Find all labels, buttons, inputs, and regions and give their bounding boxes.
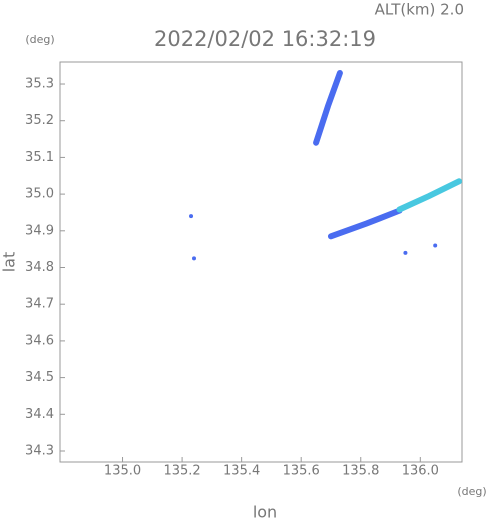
x-tick-label: 135.6 xyxy=(283,464,320,479)
echo-point xyxy=(189,214,194,219)
x-tick-label: 135.0 xyxy=(104,464,141,479)
echo-point xyxy=(433,243,438,248)
y-tick-label: 35.2 xyxy=(25,113,54,128)
x-unit: (deg) xyxy=(457,485,486,498)
x-tick-label: 135.4 xyxy=(223,464,260,479)
y-tick-label: 34.8 xyxy=(25,260,54,275)
altitude: ALT(km) 2.0 xyxy=(375,1,464,19)
chart-title: 2022/02/02 16:32:19 xyxy=(154,27,376,51)
y-tick-label: 35.1 xyxy=(25,150,54,165)
echo-streak xyxy=(396,178,463,213)
echo-point xyxy=(192,256,196,261)
x-tick-label: 135.2 xyxy=(163,464,200,479)
y-tick-label: 34.6 xyxy=(25,333,54,348)
x-tick-label: 136.0 xyxy=(402,464,439,479)
y-unit: (deg) xyxy=(25,33,54,46)
echo-streak xyxy=(313,70,343,146)
y-tick-label: 35.0 xyxy=(25,187,54,202)
x-axis-label: lon xyxy=(253,503,277,521)
echo-streak xyxy=(327,207,403,240)
y-tick-label: 34.3 xyxy=(25,443,54,458)
y-tick-label: 34.5 xyxy=(25,370,54,385)
echo-point xyxy=(403,250,408,255)
y-axis-label: lat xyxy=(0,252,19,273)
y-tick-label: 34.4 xyxy=(25,407,54,422)
y-tick-label: 34.7 xyxy=(25,297,54,312)
plot-area xyxy=(59,61,463,463)
y-tick-label: 34.9 xyxy=(25,223,54,238)
x-tick-label: 135.8 xyxy=(342,464,379,479)
y-tick-label: 35.3 xyxy=(25,77,54,92)
